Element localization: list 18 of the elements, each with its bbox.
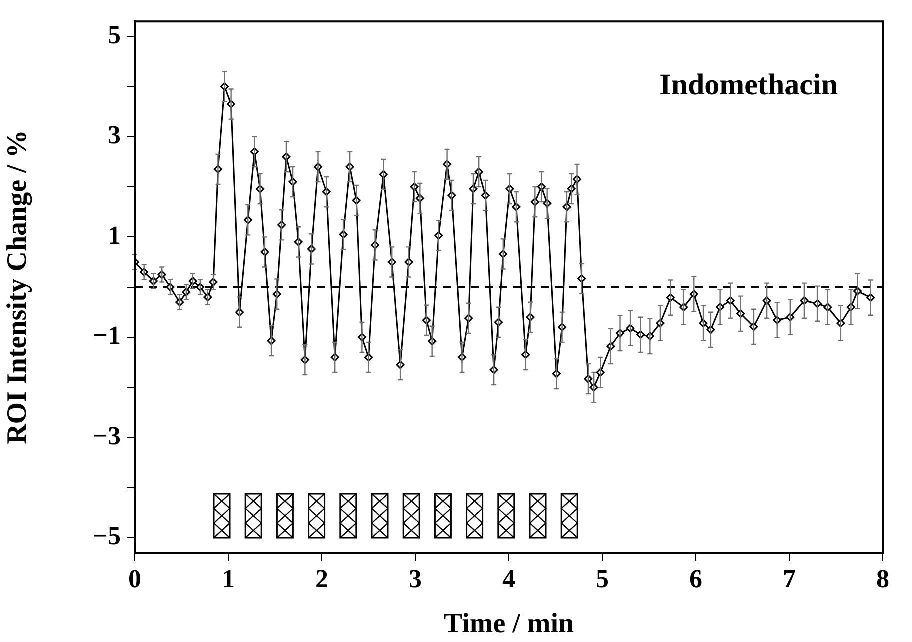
x-tick-label: 6 bbox=[690, 564, 702, 594]
x-tick-label: 8 bbox=[876, 564, 890, 594]
y-tick-label: 5 bbox=[108, 20, 121, 50]
x-tick-label: 2 bbox=[316, 564, 328, 594]
x-tick-label: 1 bbox=[222, 564, 235, 594]
y-tick-label: 1 bbox=[108, 220, 121, 250]
x-tick-label: 3 bbox=[409, 564, 422, 594]
x-tick-label: 7 bbox=[783, 564, 796, 594]
y-axis-title: ROI Intensity Change / % bbox=[2, 130, 34, 444]
y-tick-label: −1 bbox=[93, 321, 121, 350]
y-tick-label: −3 bbox=[93, 421, 121, 450]
y-tick-label: −5 bbox=[93, 522, 121, 551]
x-tick-label: 0 bbox=[128, 564, 142, 594]
annotation: Indomethacin bbox=[660, 68, 838, 102]
x-tick-label: 5 bbox=[596, 564, 609, 594]
x-axis-title: Time / min bbox=[444, 608, 575, 640]
x-tick-label: 4 bbox=[502, 564, 516, 594]
y-tick-label: 3 bbox=[108, 120, 121, 150]
